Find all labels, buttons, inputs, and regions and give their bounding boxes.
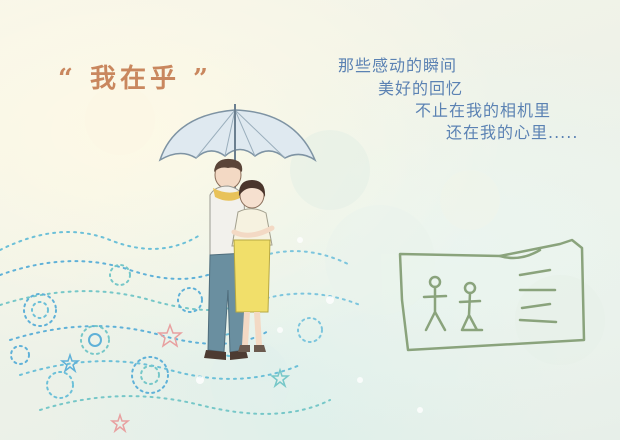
- sparkles: [196, 237, 423, 413]
- swirl-pattern: [0, 231, 361, 434]
- poem-line-4: 还在我的心里.....: [446, 123, 579, 142]
- couple-illustration: [204, 158, 275, 360]
- poem-line-1: 那些感动的瞬间: [338, 56, 458, 75]
- poem-line-3: 不止在我的相机里: [415, 101, 552, 120]
- headline-title: “ 我在乎 ”: [58, 64, 213, 94]
- poem-line-2: 美好的回忆: [378, 79, 464, 98]
- stick-figure-sketch: [398, 238, 586, 352]
